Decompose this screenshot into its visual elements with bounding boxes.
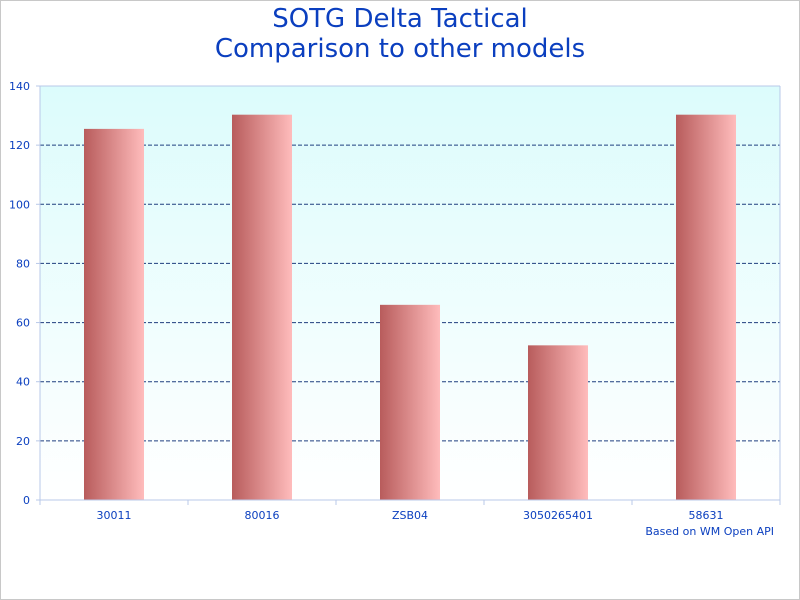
chart-title-line-1: SOTG Delta Tactical <box>272 4 528 34</box>
y-tick-label: 60 <box>16 317 30 330</box>
x-tick-label: 30011 <box>97 509 132 522</box>
bar-ZSB04 <box>380 304 440 500</box>
bar-3050265401 <box>528 345 588 500</box>
y-tick-label: 140 <box>9 80 30 93</box>
y-tick-label: 0 <box>23 494 30 507</box>
y-tick-label: 80 <box>16 257 30 270</box>
x-tick-label: 80016 <box>245 509 280 522</box>
bar-80016 <box>232 114 292 500</box>
y-tick-labels: 0 20 40 60 80 100 120 140 <box>9 80 30 507</box>
x-tick-label: 58631 <box>689 509 724 522</box>
chart-footnote: Based on WM Open API <box>645 525 774 538</box>
bar-30011 <box>84 128 144 500</box>
y-tick-label: 120 <box>9 139 30 152</box>
chart-title-line-2: Comparison to other models <box>215 34 585 64</box>
x-tick-label: ZSB04 <box>392 509 428 522</box>
y-tick-label: 100 <box>9 198 30 211</box>
y-tick-label: 40 <box>16 376 30 389</box>
axes <box>36 85 781 505</box>
x-tick-label: 3050265401 <box>523 509 593 522</box>
bar-58631 <box>676 114 736 500</box>
bars <box>84 114 736 500</box>
y-tick-label: 20 <box>16 435 30 448</box>
x-tick-labels: 30011 80016 ZSB04 3050265401 58631 <box>97 509 724 522</box>
